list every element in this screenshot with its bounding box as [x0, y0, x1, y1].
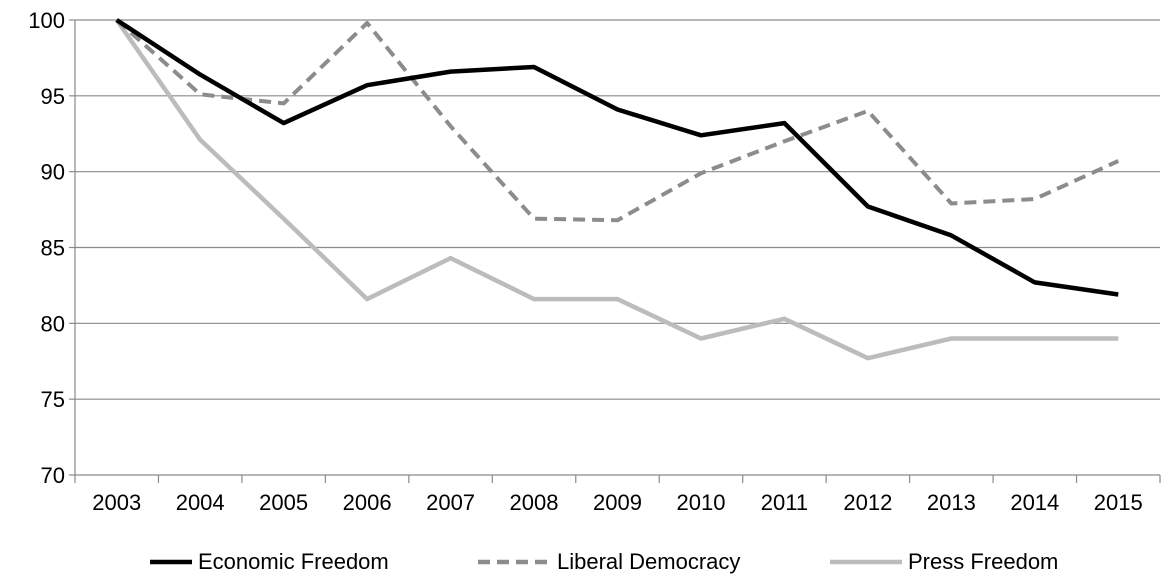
y-tick-label: 95: [41, 84, 65, 109]
x-tick-label-2010: 2010: [676, 490, 725, 515]
y-tick-label: 70: [41, 463, 65, 488]
y-tick-label: 90: [41, 160, 65, 185]
x-tick-label-2009: 2009: [593, 490, 642, 515]
series-lines: [114, 18, 1120, 361]
x-tick-label-2005: 2005: [259, 490, 308, 515]
legend-label-liberal-democracy: Liberal Democracy: [557, 549, 740, 574]
series-line-economic-freedom: [115, 18, 1119, 297]
gridlines: [75, 19, 1160, 400]
legend-label-economic-freedom: Economic Freedom: [198, 549, 389, 574]
x-tick-label-2008: 2008: [510, 490, 559, 515]
y-tick-label: 100: [28, 8, 65, 33]
legend: Economic Freedom Liberal Democracy Press F…: [150, 549, 1058, 574]
x-tick-label-2014: 2014: [1010, 490, 1059, 515]
y-tick-label: 75: [41, 387, 65, 412]
x-tick-label-2013: 2013: [927, 490, 976, 515]
series-line-press-freedom: [114, 18, 1119, 361]
x-tick-label-2004: 2004: [176, 490, 225, 515]
x-tick-label-2003: 2003: [92, 490, 141, 515]
axes: 70 75 80 85 90 95 100 2003 2004 2005 2006 2007 2008 2…: [28, 8, 1161, 515]
series-line-liberal-democracy: [115, 18, 1120, 223]
x-tick-label-2015: 2015: [1094, 490, 1143, 515]
y-tick-label: 85: [41, 236, 65, 261]
x-tick-label-2012: 2012: [843, 490, 892, 515]
x-tick-label-2007: 2007: [426, 490, 475, 515]
legend-label-press-freedom: Press Freedom: [908, 549, 1058, 574]
y-tick-label: 80: [41, 311, 65, 336]
x-tick-label-2011: 2011: [761, 490, 808, 515]
x-tick-label-2006: 2006: [343, 490, 392, 515]
